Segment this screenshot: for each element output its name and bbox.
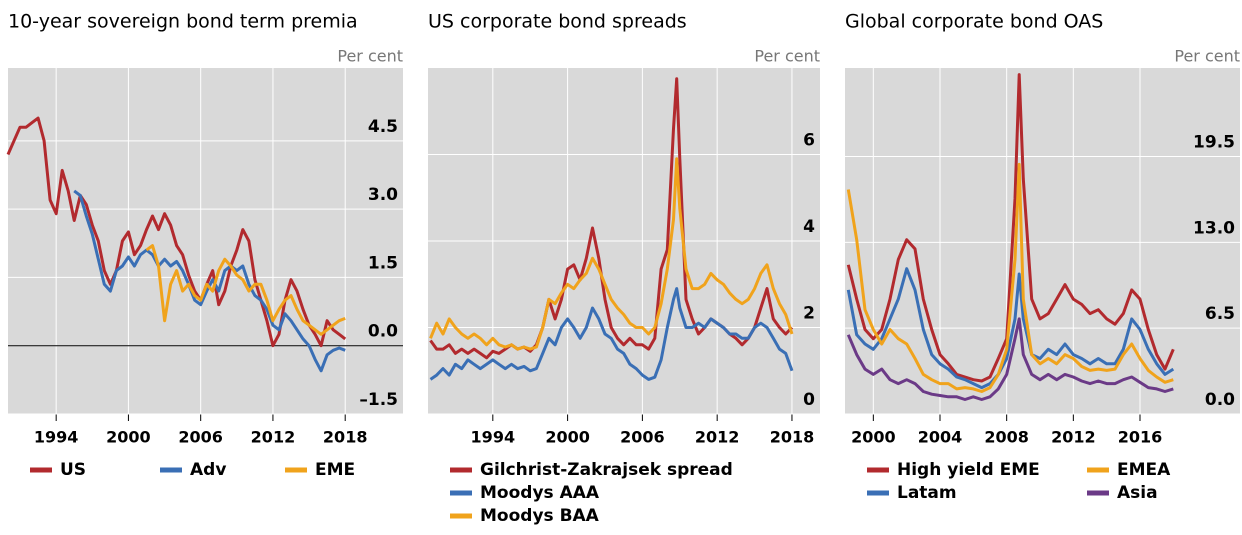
- series-line: [846, 73, 1175, 383]
- x-tick-label: 2000: [851, 428, 896, 447]
- legend-label: EME: [315, 460, 355, 480]
- y-tick-label: 6.5: [1205, 304, 1235, 324]
- legend-label: Latam: [897, 483, 957, 503]
- y-tick-label: 13.0: [1193, 218, 1235, 238]
- x-tick-label: 2012: [1051, 428, 1096, 447]
- unit-label: Per cent: [754, 47, 820, 66]
- chart-title: US corporate bond spreads: [428, 11, 687, 33]
- y-tick-label: –1.5: [359, 390, 398, 410]
- y-tick-label: 4.5: [368, 117, 398, 137]
- legend-label: Moodys AAA: [480, 483, 600, 503]
- legend-label: EMEA: [1117, 460, 1171, 480]
- unit-label: Per cent: [1174, 47, 1240, 66]
- legend-label: Gilchrist-Zakrajsek spread: [480, 460, 733, 480]
- x-tick-label: 2000: [106, 428, 151, 447]
- y-tick-label: 0.0: [1205, 390, 1235, 410]
- x-tick-label: 2006: [620, 428, 665, 447]
- series-line: [846, 317, 1174, 401]
- x-tick-label: 2000: [545, 428, 590, 447]
- y-tick-label: 0: [803, 390, 815, 410]
- unit-label: Per cent: [337, 47, 403, 66]
- y-tick-label: 1.5: [368, 253, 398, 273]
- x-tick-label: 1994: [471, 428, 516, 447]
- chart-title: 10-year sovereign bond term premia: [8, 11, 358, 33]
- y-tick-label: 0.0: [368, 322, 398, 342]
- y-tick-label: 6: [803, 131, 815, 151]
- series-line: [846, 267, 1175, 390]
- series-line: [73, 189, 346, 373]
- legend-label: Adv: [190, 460, 226, 480]
- series-line: [429, 157, 794, 351]
- series-line: [145, 244, 346, 336]
- series-line: [6, 116, 347, 348]
- series-line: [429, 287, 794, 381]
- y-tick-label: 4: [803, 217, 815, 237]
- chart-title: Global corporate bond OAS: [845, 11, 1103, 33]
- y-tick-label: 2: [803, 304, 815, 324]
- legend-label: US: [60, 460, 86, 480]
- plot-background: [8, 68, 403, 414]
- x-tick-label: 2012: [251, 428, 296, 447]
- x-tick-label: 2018: [770, 428, 815, 447]
- x-tick-label: 2006: [178, 428, 223, 447]
- legend-label: Moodys BAA: [480, 506, 600, 526]
- series-line: [846, 162, 1174, 393]
- legend-label: High yield EME: [897, 460, 1040, 480]
- x-tick-label: 2016: [1118, 428, 1163, 447]
- x-tick-label: 2012: [695, 428, 740, 447]
- x-tick-label: 2018: [323, 428, 368, 447]
- legend-label: Asia: [1117, 483, 1158, 503]
- y-tick-label: 3.0: [368, 185, 398, 205]
- y-tick-label: 19.5: [1193, 132, 1235, 152]
- x-tick-label: 2004: [918, 428, 963, 447]
- x-tick-label: 2008: [984, 428, 1029, 447]
- x-tick-label: 1994: [34, 428, 79, 447]
